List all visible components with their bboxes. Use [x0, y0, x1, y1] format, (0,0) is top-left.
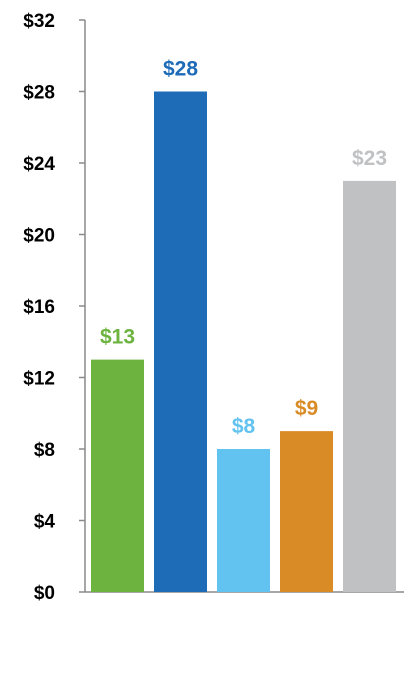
y-tick-label: $4	[34, 512, 56, 533]
bar-value-label: $23	[352, 147, 387, 170]
data-labels: $13 $28 $8 $9 $23	[100, 58, 387, 439]
y-tick-label: $32	[23, 11, 55, 32]
bar	[154, 91, 207, 592]
y-tick-label: $28	[23, 83, 55, 104]
bar-value-label: $9	[295, 397, 318, 420]
bar	[280, 431, 333, 592]
bar	[343, 180, 396, 592]
y-tick-label: $16	[23, 297, 55, 318]
y-axis: $0 $4 $8 $12 $16 $20 $24 $28 $32	[23, 11, 404, 604]
y-tick-label: $12	[23, 369, 55, 390]
bar-value-label: $8	[232, 415, 256, 438]
bar-value-label: $28	[163, 58, 198, 81]
bar	[91, 359, 144, 592]
y-tick-label: $8	[34, 440, 55, 461]
y-tick-label: $20	[23, 226, 55, 247]
bar-value-label: $13	[100, 326, 135, 349]
bars	[91, 91, 396, 592]
bar	[217, 449, 270, 592]
y-tick-label: $24	[23, 154, 55, 175]
y-tick-label: $0	[34, 583, 55, 604]
